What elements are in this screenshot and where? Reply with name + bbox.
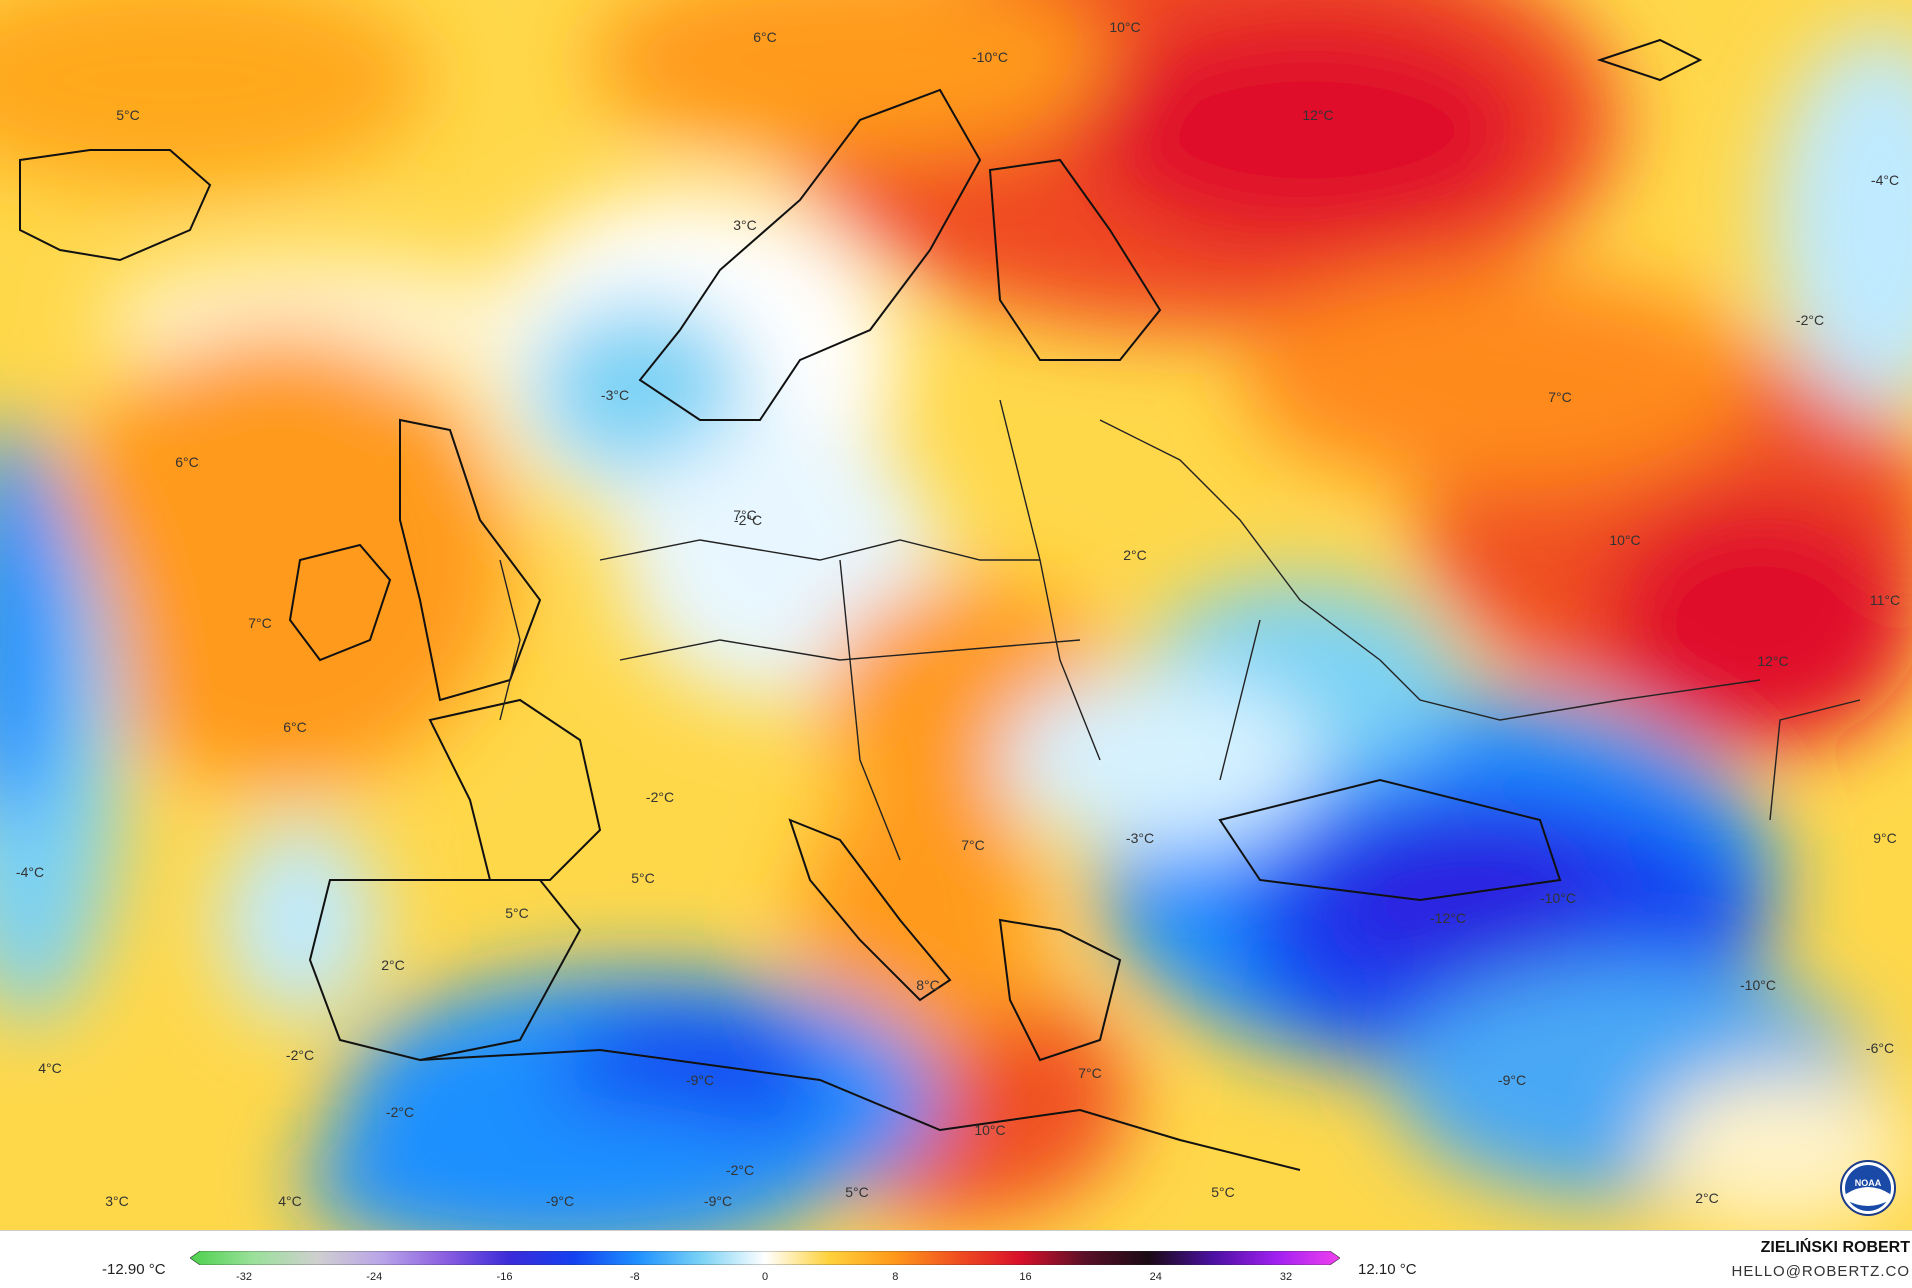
temperature-label: 5°C bbox=[1211, 1184, 1235, 1200]
scale-tick-label: -16 bbox=[496, 1271, 513, 1283]
temperature-label: 5°C bbox=[116, 107, 140, 123]
temperature-label: 2°C bbox=[1123, 547, 1147, 563]
scale-tick-label: 8 bbox=[892, 1271, 899, 1283]
author-name: ZIELIŃSKI ROBERT bbox=[1760, 1239, 1910, 1256]
author-email: HELLO@ROBERTZ.CO bbox=[1731, 1263, 1910, 1280]
temperature-label: 5°C bbox=[845, 1184, 869, 1200]
temperature-label: -9°C bbox=[703, 1193, 733, 1209]
scale-tick-label: 16 bbox=[1019, 1271, 1032, 1283]
temperature-label: 7°C bbox=[1078, 1065, 1102, 1081]
temperature-label: -9°C bbox=[545, 1193, 575, 1209]
temperature-label: -2°C bbox=[733, 512, 763, 528]
temperature-label: 6°C bbox=[753, 29, 777, 45]
temperature-label: 7°C bbox=[248, 615, 272, 631]
temperature-label: 12°C bbox=[1302, 107, 1334, 123]
temperature-label: -12°C bbox=[1430, 910, 1466, 926]
temperature-label: 10°C bbox=[1109, 19, 1141, 35]
temperature-label: 7°C bbox=[733, 507, 757, 523]
coastlines bbox=[19, 38, 1703, 1171]
temperature-label: 3°C bbox=[733, 217, 757, 233]
scale-tick-label: 32 bbox=[1279, 1271, 1293, 1283]
temperature-label: 4°C bbox=[278, 1193, 302, 1209]
scale-tick-label: -8 bbox=[629, 1271, 640, 1283]
temperature-label: -3°C bbox=[600, 387, 630, 403]
map-canvas bbox=[0, 0, 1912, 1230]
temperature-label: -9°C bbox=[1497, 1072, 1527, 1088]
temperature-label: -2°C bbox=[285, 1047, 315, 1063]
temperature-label: 9°C bbox=[1873, 830, 1897, 846]
scale-tick-label: -32 bbox=[236, 1271, 252, 1283]
legend-footer: -12.90 °C -32 -24 -16 -8 0 8 16 24 32 12.10 °C Z… bbox=[0, 1230, 1912, 1288]
temperature-label: -10°C bbox=[1740, 977, 1776, 993]
temperature-label: -2°C bbox=[385, 1104, 415, 1120]
scale-tick-label: 0 bbox=[761, 1271, 769, 1283]
temperature-label: 6°C bbox=[175, 454, 199, 470]
temperature-label: -10°C bbox=[972, 49, 1008, 65]
temperature-label: 5°C bbox=[631, 870, 655, 886]
temperature-label: -4°C bbox=[15, 864, 45, 880]
temperature-label: -10°C bbox=[1540, 890, 1576, 906]
temperature-label: -2°C bbox=[645, 789, 675, 805]
temperature-label: 3°C bbox=[105, 1193, 129, 1209]
noaa-logo-text: NOAA bbox=[1855, 1178, 1882, 1188]
temperature-label: 8°C bbox=[916, 977, 940, 993]
temperature-label: -3°C bbox=[1125, 830, 1155, 846]
temperature-label: 12°C bbox=[1757, 653, 1789, 669]
borders bbox=[499, 399, 1861, 861]
temperature-label: 6°C bbox=[283, 719, 307, 735]
temperature-label: 10°C bbox=[974, 1122, 1006, 1138]
range-max-label: 12.10 °C bbox=[1358, 1261, 1417, 1278]
temperature-label: 5°C bbox=[505, 905, 529, 921]
temperature-label: -4°C bbox=[1870, 172, 1900, 188]
scale-tick-label: 24 bbox=[1149, 1271, 1162, 1283]
noaa-logo: NOAA bbox=[1840, 1160, 1896, 1216]
temperature-label: 2°C bbox=[381, 957, 405, 973]
range-min-label: -12.90 °C bbox=[102, 1261, 166, 1278]
temperature-field bbox=[0, 0, 1912, 1230]
temperature-label: -9°C bbox=[685, 1072, 715, 1088]
temperature-label: 4°C bbox=[38, 1060, 62, 1076]
temperature-label: 7°C bbox=[961, 837, 985, 853]
color-scale-gradient bbox=[190, 1251, 1340, 1265]
temperature-label: 10°C bbox=[1609, 532, 1641, 548]
temperature-label: 11°C bbox=[1869, 592, 1901, 608]
temperature-map: 6°C 5°C 10°C -10°C 12°C -4°C 3°C -2°C -3°C 7°C 6°C… bbox=[0, 0, 1912, 1230]
temperature-label: -2°C bbox=[1795, 312, 1825, 328]
temperature-label: -6°C bbox=[1865, 1040, 1895, 1056]
temperature-label: 2°C bbox=[1695, 1190, 1719, 1206]
temperature-label: 7°C bbox=[1548, 389, 1572, 405]
scale-tick-label: -24 bbox=[366, 1271, 383, 1283]
color-scale-bar bbox=[190, 1251, 1340, 1265]
temperature-label: -2°C bbox=[725, 1162, 755, 1178]
